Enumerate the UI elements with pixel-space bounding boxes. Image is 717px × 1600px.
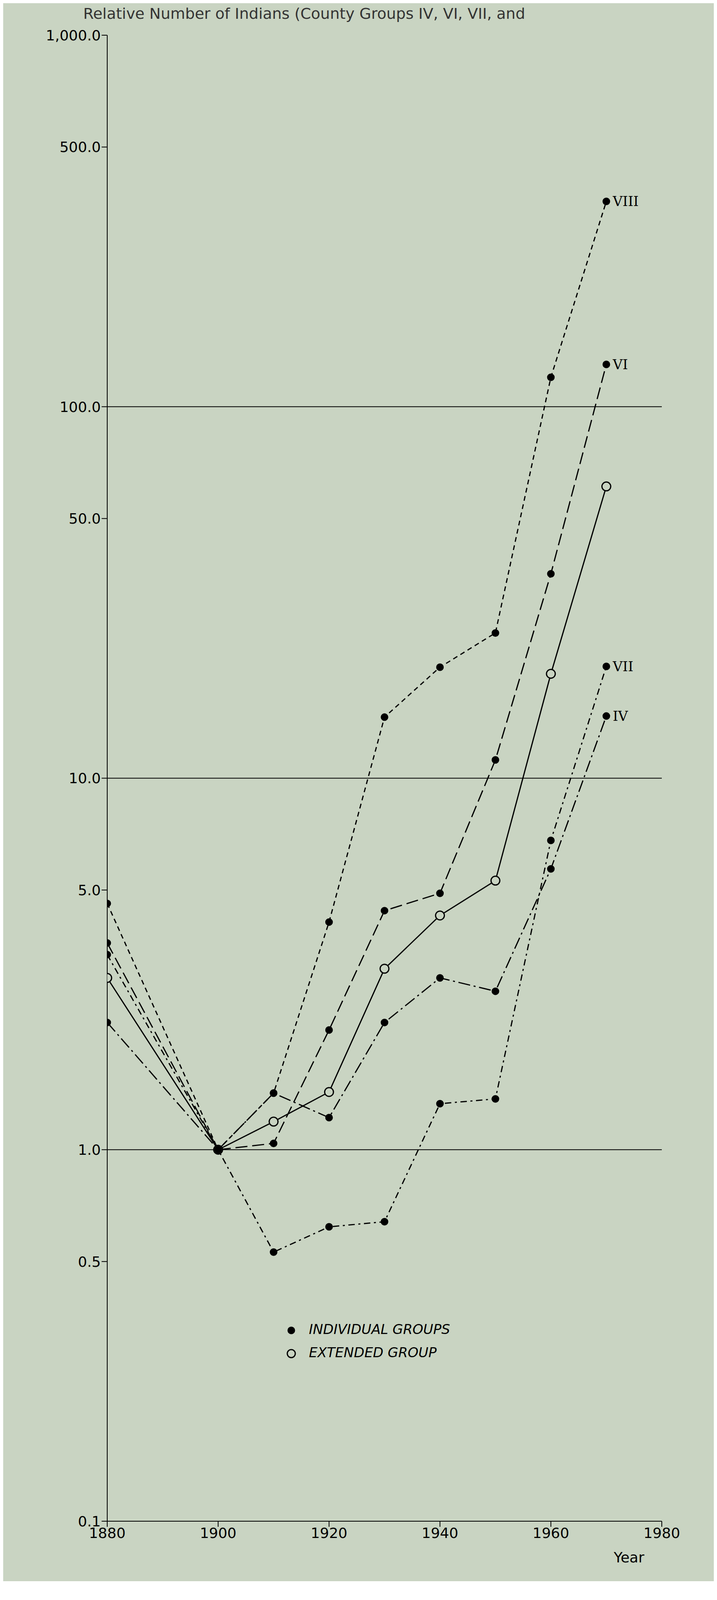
svg-text:VII: VII: [612, 658, 633, 675]
svg-text:1.0: 1.0: [78, 1141, 101, 1159]
svg-text:1960: 1960: [532, 1525, 570, 1542]
svg-text:0.5: 0.5: [78, 1253, 101, 1271]
svg-text:1900: 1900: [199, 1525, 237, 1542]
html-text:Relative Number of Indians (Co: Relative Number of Indians (County Group…: [83, 4, 526, 23]
svg-text:5.0: 5.0: [78, 882, 101, 899]
svg-text:0.1: 0.1: [78, 1513, 101, 1531]
svg-text:VI: VI: [612, 356, 628, 373]
html-text:Year: Year: [613, 1549, 645, 1567]
svg-text:10.0: 10.0: [68, 770, 101, 787]
svg-text:50.0: 50.0: [68, 510, 101, 527]
svg-text:1920: 1920: [310, 1525, 348, 1542]
svg-text:IV: IV: [612, 708, 629, 725]
svg-text:1880: 1880: [88, 1525, 126, 1542]
svg-text:100.0: 100.0: [59, 398, 101, 416]
svg-text:1940: 1940: [421, 1525, 459, 1542]
svg-text:500.0: 500.0: [59, 138, 101, 156]
html-text:INDIVIDUAL GROUPS: INDIVIDUAL GROUPS: [308, 1321, 451, 1338]
svg-text:1,000.0: 1,000.0: [46, 27, 101, 44]
svg-text:1980: 1980: [643, 1525, 681, 1542]
svg-text:VIII: VIII: [612, 193, 639, 210]
html-text:EXTENDED GROUP: EXTENDED GROUP: [308, 1344, 437, 1361]
